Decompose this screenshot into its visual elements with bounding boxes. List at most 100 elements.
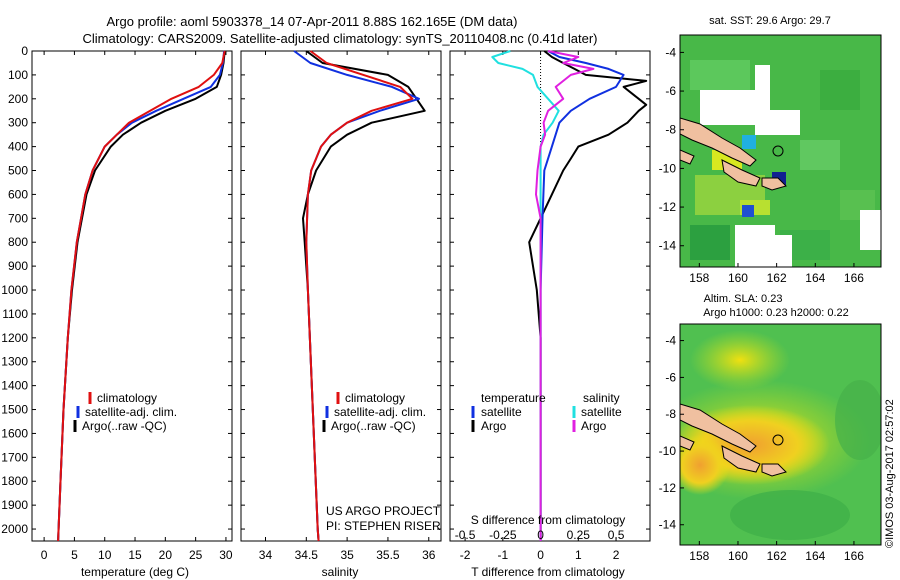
difference-series (491, 50, 648, 541)
s-tick-label: -0.25 (489, 528, 517, 542)
x-tick-label: 34.5 (295, 548, 319, 562)
sst-field-patch (800, 140, 840, 170)
difference-x-axis: -2 -1 0 1 2 (460, 51, 620, 562)
lat-tick-label: -6 (665, 370, 676, 384)
x-tick-label: 2 (613, 548, 620, 562)
salinity-depth-ticks (241, 50, 441, 530)
credit-line-1: US ARGO PROJECT (326, 504, 441, 518)
depth-tick-label: 200 (8, 92, 28, 106)
depth-tick-label: 1100 (2, 307, 28, 321)
legend-label-satellite: satellite-adj. clim. (85, 405, 177, 419)
sst-cloud-gap (700, 90, 755, 125)
sst-latitude-axis: -4 -6 -8 -10 -12 -14 (659, 45, 684, 253)
series-line-climatology (57, 50, 226, 542)
difference-panel: -2 -1 0 1 2 temperature salinity satellite A… (449, 50, 651, 579)
depth-tick-label: 700 (8, 211, 28, 225)
lat-tick-label: -10 (659, 444, 677, 458)
title-line-2: Climatology: CARS2009. Satellite-adjuste… (83, 31, 598, 46)
lat-tick-label: -8 (665, 407, 676, 421)
x-tick-label: 0 (537, 548, 544, 562)
x-tick-label: 1 (575, 548, 582, 562)
series-line-argo (535, 50, 595, 541)
x-tick-label: 36 (422, 548, 436, 562)
title-line-1: Argo profile: aoml 5903378_14 07-Apr-201… (107, 14, 518, 29)
lon-tick-label: 162 (767, 549, 787, 563)
salinity-legend: climatology satellite-adj. clim. Argo(..… (322, 391, 426, 433)
legend-label-climatology: climatology (345, 391, 405, 405)
depth-tick-label: 1200 (1, 331, 28, 345)
series-line-argo-raw-qc- (57, 50, 226, 542)
s-tick-label: -0.5 (455, 528, 476, 542)
lon-tick-label: 160 (728, 549, 748, 563)
depth-tick-label: 1400 (1, 379, 28, 393)
lat-tick-label: -14 (659, 518, 677, 532)
sla-map-frame (679, 323, 882, 546)
sst-map-panel: sat. SST: 29.6 Argo: 29.7 (659, 15, 882, 285)
s-tick-label: 0.25 (567, 528, 591, 542)
lon-tick-label: 158 (689, 271, 709, 285)
sst-cloud-gap (755, 65, 770, 135)
lon-tick-label: 164 (805, 271, 825, 285)
sst-field-patch (820, 70, 860, 110)
lat-tick-label: -4 (665, 45, 676, 59)
lon-tick-label: 164 (805, 549, 825, 563)
legend-label-argo: Argo(..raw -QC) (331, 419, 416, 433)
depth-tick-label: 1500 (1, 403, 28, 417)
legend-label-t-satellite: satellite (481, 405, 522, 419)
sst-map-field (680, 35, 881, 267)
sla-field-patch (730, 490, 850, 540)
sla-field-patch (680, 435, 730, 495)
sla-field-patch (690, 330, 790, 390)
depth-tick-label: 1700 (1, 450, 28, 464)
x-tick-label: 30 (219, 548, 233, 562)
depth-tick-label: 300 (8, 116, 28, 130)
legend-label-argo: Argo(..raw -QC) (82, 419, 167, 433)
salinity-series (293, 50, 426, 542)
x-tick-label: -1 (497, 548, 508, 562)
lat-tick-label: -14 (659, 239, 677, 253)
sst-island-shape (680, 117, 757, 167)
s-tick-label: 0 (537, 528, 544, 542)
lat-tick-label: -10 (659, 161, 677, 175)
legend-heading-salinity: salinity (583, 391, 620, 405)
temperature-series (57, 50, 226, 542)
depth-tick-label: 900 (8, 259, 28, 273)
temperature-x-label: temperature (deg C) (81, 565, 189, 579)
x-tick-label: 35 (340, 548, 354, 562)
depth-tick-label: 1900 (1, 498, 28, 512)
sst-argo-location-marker (772, 145, 784, 157)
x-tick-label: 10 (98, 548, 112, 562)
sla-map-panel: Altim. SLA: 0.23 Argo h1000: 0.23 h2000:… (659, 293, 882, 563)
sst-map-title: sat. SST: 29.6 Argo: 29.7 (709, 15, 831, 27)
salinity-plot-frame (240, 50, 442, 542)
depth-tick-label: 1800 (1, 474, 28, 488)
x-tick-label: 25 (189, 548, 203, 562)
legend-label-t-argo: Argo (481, 419, 507, 433)
legend-heading-temperature: temperature (481, 391, 546, 405)
temperature-panel: 0100200300400500600700800900100011001200… (1, 44, 233, 579)
depth-tick-label: 100 (8, 68, 28, 82)
sst-warm-cell (742, 205, 754, 217)
series-line-argo (528, 50, 648, 541)
sla-map-title-1: Altim. SLA: 0.23 (704, 293, 783, 305)
depth-tick-label: 2000 (1, 522, 28, 536)
series-line-satellite (539, 50, 625, 541)
sst-cloud-gap (860, 210, 881, 250)
salinity-x-label: salinity (322, 565, 359, 579)
series-line-argo-raw-qc- (302, 50, 426, 542)
sla-longitude-axis: 158 160 162 164 166 (689, 541, 864, 563)
credit-line-2: PI: STEPHEN RISER (326, 519, 441, 533)
s-difference-axis: -0.5 -0.25 0 0.25 0.5 (455, 528, 625, 542)
depth-tick-label: 400 (8, 140, 28, 154)
difference-legend: temperature salinity satellite Argo sate… (471, 391, 622, 433)
x-tick-label: 35.5 (376, 548, 400, 562)
sst-field-patch (690, 225, 730, 260)
series-line-satellite-adj-clim- (293, 50, 420, 542)
legend-label-satellite: satellite-adj. clim. (334, 405, 426, 419)
salinity-x-axis: 34 34.5 35 35.5 36 (259, 51, 436, 562)
lon-tick-label: 160 (728, 271, 748, 285)
sst-cloud-gap (772, 235, 792, 267)
series-line-satellite-adj-clim- (57, 50, 226, 542)
temperature-x-axis: 0 5 10 15 20 25 30 (41, 51, 233, 562)
